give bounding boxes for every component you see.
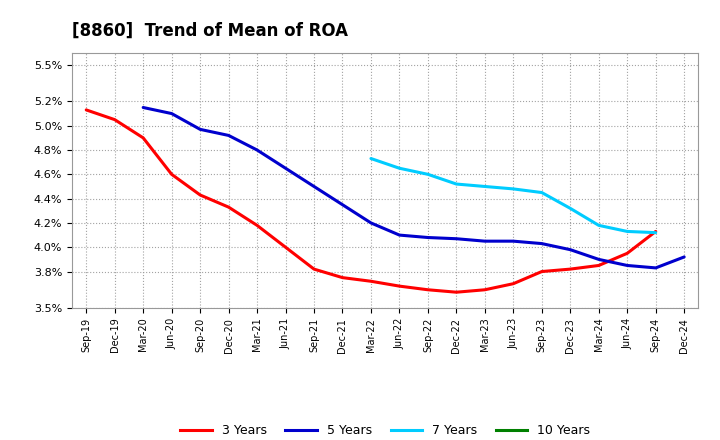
- 7 Years: [595, 223, 603, 228]
- 5 Years: [623, 263, 631, 268]
- 5 Years: [509, 238, 518, 244]
- Legend: 3 Years, 5 Years, 7 Years, 10 Years: 3 Years, 5 Years, 7 Years, 10 Years: [176, 419, 595, 440]
- Line: 5 Years: 5 Years: [143, 107, 684, 268]
- 7 Years: [366, 156, 375, 161]
- 3 Years: [167, 172, 176, 177]
- 3 Years: [566, 267, 575, 272]
- 5 Years: [452, 236, 461, 242]
- 7 Years: [566, 206, 575, 211]
- 3 Years: [595, 263, 603, 268]
- 3 Years: [310, 267, 318, 272]
- 5 Years: [338, 202, 347, 207]
- 3 Years: [225, 205, 233, 210]
- 3 Years: [452, 290, 461, 295]
- 3 Years: [509, 281, 518, 286]
- 5 Years: [423, 235, 432, 240]
- 3 Years: [423, 287, 432, 293]
- 7 Years: [480, 184, 489, 189]
- 7 Years: [623, 229, 631, 234]
- 5 Years: [395, 232, 404, 238]
- 3 Years: [623, 251, 631, 256]
- Line: 3 Years: 3 Years: [86, 110, 656, 292]
- 5 Years: [196, 127, 204, 132]
- 3 Years: [196, 192, 204, 198]
- 7 Years: [652, 230, 660, 235]
- Text: [8860]  Trend of Mean of ROA: [8860] Trend of Mean of ROA: [72, 22, 348, 40]
- 3 Years: [480, 287, 489, 293]
- 5 Years: [366, 220, 375, 226]
- 7 Years: [395, 165, 404, 171]
- 3 Years: [395, 283, 404, 289]
- 7 Years: [452, 181, 461, 187]
- 5 Years: [310, 184, 318, 189]
- Line: 7 Years: 7 Years: [371, 158, 656, 233]
- 5 Years: [680, 254, 688, 260]
- 3 Years: [366, 279, 375, 284]
- 3 Years: [139, 135, 148, 140]
- 3 Years: [110, 117, 119, 122]
- 5 Years: [139, 105, 148, 110]
- 5 Years: [595, 257, 603, 262]
- 5 Years: [225, 133, 233, 138]
- 5 Years: [253, 147, 261, 153]
- 7 Years: [537, 190, 546, 195]
- 5 Years: [480, 238, 489, 244]
- 7 Years: [423, 172, 432, 177]
- 3 Years: [282, 245, 290, 250]
- 3 Years: [338, 275, 347, 280]
- 5 Years: [652, 265, 660, 271]
- 5 Years: [167, 111, 176, 116]
- 3 Years: [82, 107, 91, 113]
- 5 Years: [566, 247, 575, 252]
- 7 Years: [509, 186, 518, 191]
- 5 Years: [537, 241, 546, 246]
- 5 Years: [282, 165, 290, 171]
- 3 Years: [652, 229, 660, 234]
- 3 Years: [537, 269, 546, 274]
- 3 Years: [253, 223, 261, 228]
